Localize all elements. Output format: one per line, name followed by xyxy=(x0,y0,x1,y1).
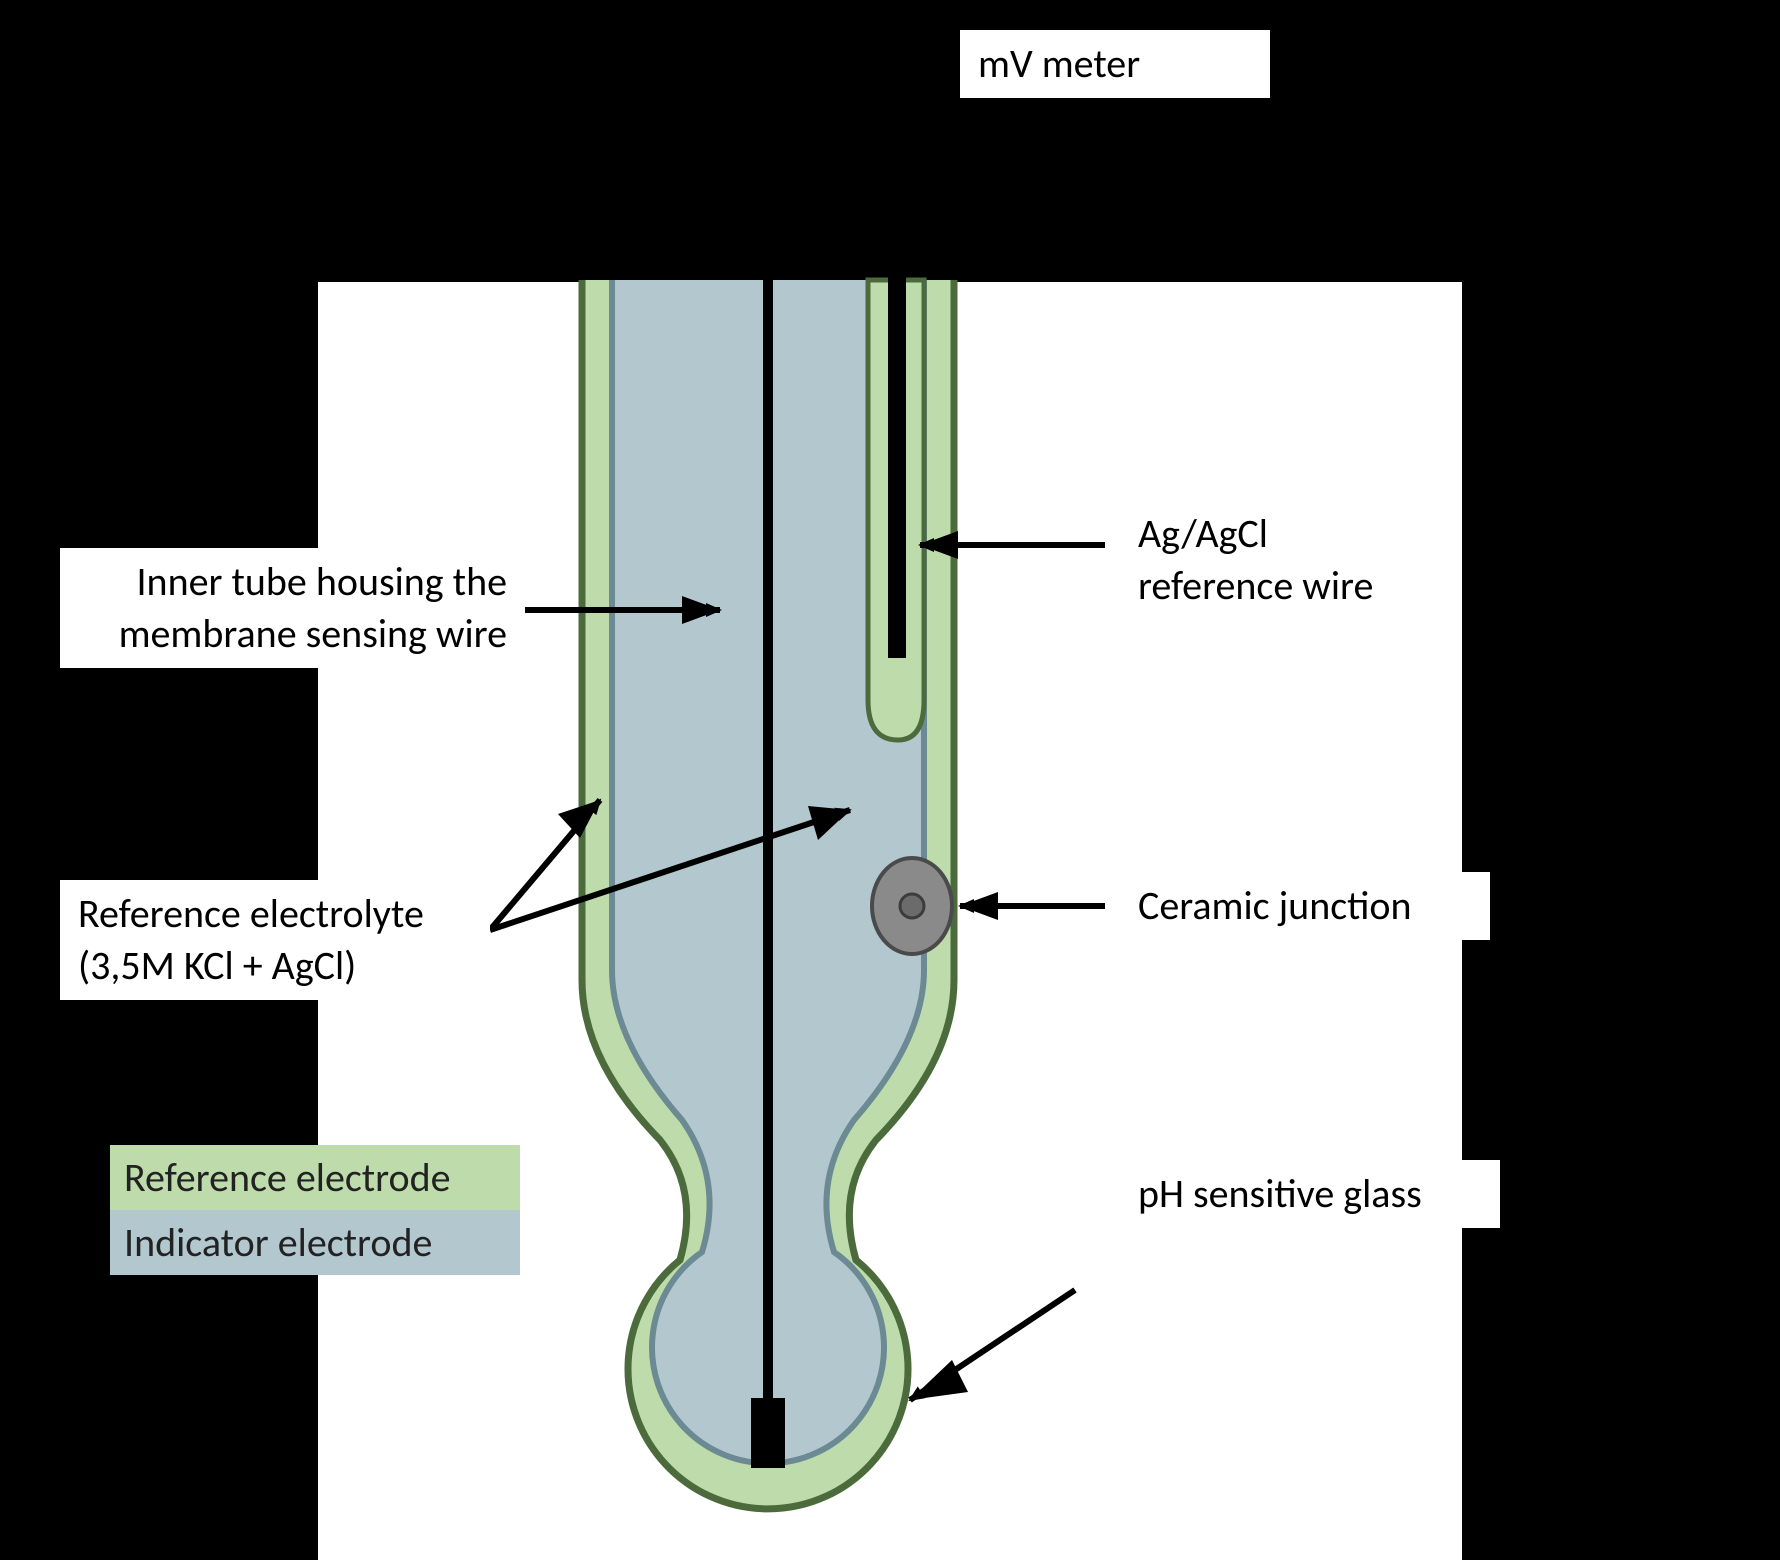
label-ph-glass: pH sensitive glass xyxy=(1120,1160,1500,1228)
ceramic-junction-inner xyxy=(900,894,924,918)
label-ceramic-junction: Ceramic junction xyxy=(1120,872,1490,940)
ph-electrode-diagram xyxy=(0,0,1780,1560)
label-ref-electrolyte: Reference electrolyte (3,5M KCl + AgCl) xyxy=(60,880,490,1000)
label-ref-electrolyte-l2: (3,5M KCl + AgCl) xyxy=(78,941,356,990)
label-ag-agcl: Ag/AgCl reference wire xyxy=(1120,500,1440,620)
legend-row-indicator: Indicator electrode xyxy=(110,1210,520,1275)
label-ag-agcl-l1: Ag/AgCl xyxy=(1138,509,1268,558)
legend-row-reference: Reference electrode xyxy=(110,1145,520,1210)
legend-indicator-text: Indicator electrode xyxy=(110,1218,432,1267)
label-inner-tube-l1: Inner tube housing the xyxy=(136,557,507,606)
label-ag-agcl-l2: reference wire xyxy=(1138,561,1373,610)
legend-reference-text: Reference electrode xyxy=(110,1153,450,1202)
label-mv-meter: mV meter xyxy=(960,30,1270,98)
label-inner-tube: Inner tube housing the membrane sensing … xyxy=(60,548,525,668)
label-ref-electrolyte-l1: Reference electrolyte xyxy=(78,889,424,938)
label-inner-tube-l2: membrane sensing wire xyxy=(119,609,507,658)
sensing-wire-tip xyxy=(751,1398,785,1468)
legend: Reference electrode Indicator electrode xyxy=(110,1145,520,1275)
